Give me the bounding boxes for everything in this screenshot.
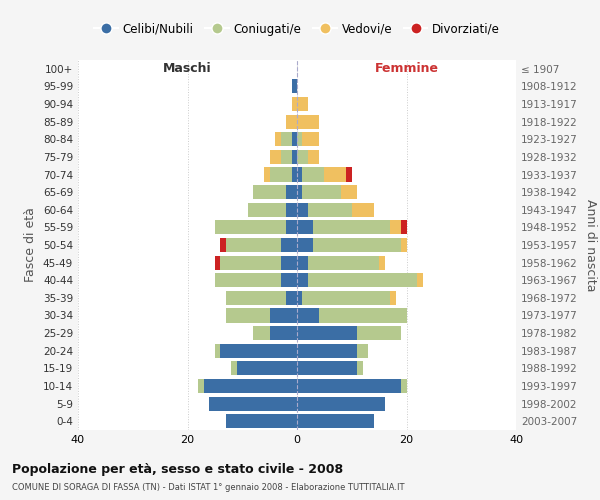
Bar	[297, 273, 308, 287]
Bar	[204, 379, 297, 393]
Bar	[302, 168, 325, 181]
Bar	[286, 291, 297, 305]
Bar	[325, 168, 346, 181]
Bar	[237, 362, 297, 376]
Bar	[292, 168, 297, 181]
Bar	[199, 379, 204, 393]
Bar	[297, 344, 357, 358]
Bar	[308, 150, 319, 164]
Text: COMUNE DI SORAGA DI FASSA (TN) - Dati ISTAT 1° gennaio 2008 - Elaborazione TUTTI: COMUNE DI SORAGA DI FASSA (TN) - Dati IS…	[12, 484, 404, 492]
Bar	[220, 344, 297, 358]
Bar	[269, 308, 297, 322]
Bar	[313, 220, 390, 234]
Y-axis label: Fasce di età: Fasce di età	[25, 208, 37, 282]
Bar	[297, 414, 374, 428]
Bar	[220, 238, 226, 252]
Bar	[308, 202, 352, 217]
Bar	[281, 256, 297, 270]
Bar	[215, 273, 281, 287]
Bar	[281, 150, 292, 164]
Bar	[269, 150, 281, 164]
Bar	[281, 132, 292, 146]
Bar	[226, 291, 286, 305]
Bar	[401, 220, 407, 234]
Bar	[275, 132, 281, 146]
Bar	[297, 150, 308, 164]
Bar	[297, 202, 308, 217]
Bar	[220, 256, 281, 270]
Bar	[401, 238, 407, 252]
Bar	[379, 256, 385, 270]
Bar	[297, 362, 357, 376]
Y-axis label: Anni di nascita: Anni di nascita	[584, 198, 597, 291]
Bar	[292, 97, 297, 111]
Bar	[319, 308, 407, 322]
Bar	[226, 308, 269, 322]
Bar	[346, 168, 352, 181]
Bar	[269, 168, 292, 181]
Bar	[286, 185, 297, 199]
Bar	[297, 168, 302, 181]
Text: Femmine: Femmine	[374, 62, 439, 75]
Bar	[269, 326, 297, 340]
Bar	[215, 344, 220, 358]
Bar	[302, 132, 319, 146]
Bar	[341, 185, 357, 199]
Bar	[297, 396, 385, 410]
Bar	[297, 220, 313, 234]
Bar	[281, 238, 297, 252]
Text: Maschi: Maschi	[163, 62, 212, 75]
Bar	[297, 379, 401, 393]
Bar	[264, 168, 269, 181]
Bar	[253, 185, 286, 199]
Bar	[401, 379, 407, 393]
Legend: Celibi/Nubili, Coniugati/e, Vedovi/e, Divorziati/e: Celibi/Nubili, Coniugati/e, Vedovi/e, Di…	[89, 18, 505, 40]
Bar	[357, 326, 401, 340]
Bar	[253, 326, 269, 340]
Bar	[215, 256, 220, 270]
Bar	[357, 362, 363, 376]
Bar	[209, 396, 297, 410]
Bar	[292, 80, 297, 94]
Bar	[248, 202, 286, 217]
Bar	[418, 273, 423, 287]
Bar	[357, 344, 368, 358]
Bar	[286, 220, 297, 234]
Bar	[297, 185, 302, 199]
Text: Popolazione per età, sesso e stato civile - 2008: Popolazione per età, sesso e stato civil…	[12, 462, 343, 475]
Bar	[286, 202, 297, 217]
Bar	[297, 114, 319, 128]
Bar	[297, 326, 357, 340]
Bar	[313, 238, 401, 252]
Bar	[226, 238, 281, 252]
Bar	[286, 114, 297, 128]
Bar	[308, 256, 379, 270]
Bar	[297, 238, 313, 252]
Bar	[297, 256, 308, 270]
Bar	[302, 185, 341, 199]
Bar	[352, 202, 374, 217]
Bar	[281, 273, 297, 287]
Bar	[226, 414, 297, 428]
Bar	[292, 132, 297, 146]
Bar	[297, 308, 319, 322]
Bar	[302, 291, 390, 305]
Bar	[390, 220, 401, 234]
Bar	[297, 132, 302, 146]
Bar	[232, 362, 237, 376]
Bar	[390, 291, 395, 305]
Bar	[308, 273, 418, 287]
Bar	[297, 97, 308, 111]
Bar	[292, 150, 297, 164]
Bar	[297, 291, 302, 305]
Bar	[215, 220, 286, 234]
